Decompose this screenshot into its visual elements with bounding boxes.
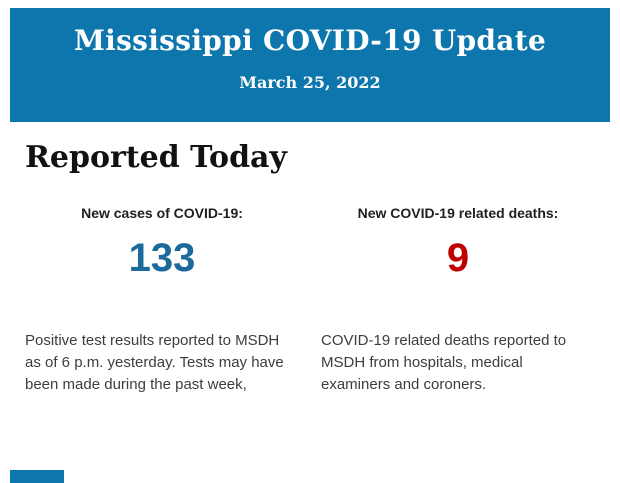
header-banner: Mississippi COVID-19 Update March 25, 20…: [10, 8, 610, 122]
new-cases-label: New cases of COVID-19:: [81, 205, 243, 221]
stats-grid: New cases of COVID-19: New COVID-19 rela…: [25, 205, 595, 396]
new-deaths-description: COVID-19 related deaths reported to MSDH…: [321, 332, 567, 393]
reported-today-section: Reported Today New cases of COVID-19: Ne…: [0, 141, 620, 396]
new-cases-description: Positive test results reported to MSDH a…: [25, 332, 284, 393]
newsletter-title: Mississippi COVID-19 Update: [73, 24, 547, 57]
newsletter-date: March 25, 2022: [239, 72, 381, 92]
next-section-banner-edge: [10, 470, 64, 483]
section-heading: Reported Today: [25, 140, 287, 175]
new-deaths-value: 9: [446, 236, 470, 280]
new-cases-value: 133: [128, 236, 196, 280]
new-deaths-label: New COVID-19 related deaths:: [357, 205, 559, 221]
